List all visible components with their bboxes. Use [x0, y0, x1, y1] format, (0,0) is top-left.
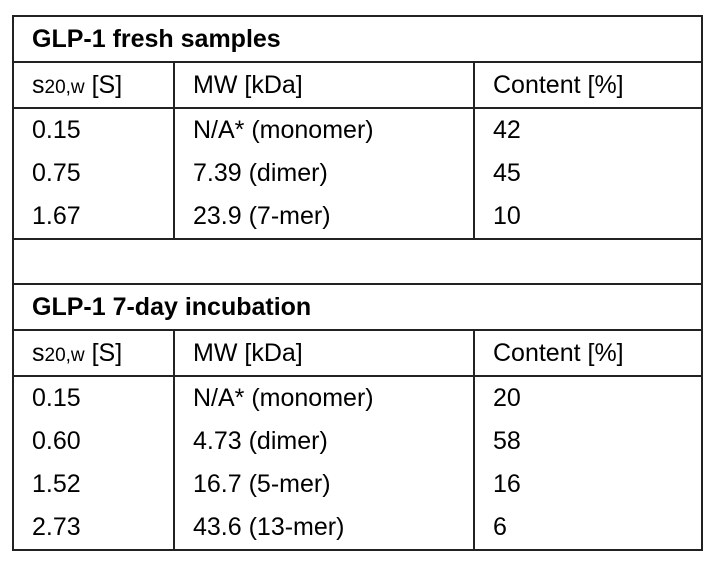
data-table: GLP-1 fresh samples s20,w [S] MW [kDa] Cont…: [12, 15, 703, 551]
table-row: 2.73 43.6 (13-mer) 6: [12, 506, 703, 551]
cell-mw: 23.9 (7-mer): [173, 195, 475, 239]
cell-content: 58: [473, 420, 703, 463]
header-sedimentation: s20,w [S]: [12, 330, 175, 377]
cell-s: 2.73: [12, 506, 175, 551]
table-row: 0.15 N/A* (monomer) 20: [12, 376, 703, 420]
empty-cell: [12, 238, 703, 284]
table-row: 0.15 N/A* (monomer) 42: [12, 108, 703, 152]
cell-mw: 43.6 (13-mer): [173, 506, 475, 551]
section-title-row: GLP-1 7-day incubation: [12, 283, 703, 331]
cell-s: 1.67: [12, 195, 175, 239]
cell-mw: 16.7 (5-mer): [173, 463, 475, 506]
cell-s: 0.75: [12, 152, 175, 195]
header-mw: MW [kDa]: [173, 330, 475, 377]
cell-mw: N/A* (monomer): [173, 376, 475, 420]
cell-content: 16: [473, 463, 703, 506]
section-title-row: GLP-1 fresh samples: [12, 15, 703, 63]
cell-content: 20: [473, 376, 703, 420]
header-content: Content [%]: [473, 62, 703, 109]
cell-s: 0.15: [12, 108, 175, 152]
s-base: s: [32, 70, 45, 99]
section-title: GLP-1 7-day incubation: [12, 283, 703, 331]
cell-mw: N/A* (monomer): [173, 108, 475, 152]
s-subscript: 20,w: [44, 344, 85, 366]
cell-content: 6: [473, 506, 703, 551]
spacer-row: [12, 238, 703, 284]
table-row: 0.75 7.39 (dimer) 45: [12, 152, 703, 195]
cell-s: 1.52: [12, 463, 175, 506]
header-mw: MW [kDa]: [173, 62, 475, 109]
table-row: 1.52 16.7 (5-mer) 16: [12, 463, 703, 506]
header-row: s20,w [S] MW [kDa] Content [%]: [12, 62, 703, 109]
header-content: Content [%]: [473, 330, 703, 377]
cell-content: 45: [473, 152, 703, 195]
s-unit: [S]: [84, 70, 123, 99]
header-sedimentation: s20,w [S]: [12, 62, 175, 109]
s-base: s: [32, 338, 45, 367]
header-row: s20,w [S] MW [kDa] Content [%]: [12, 330, 703, 377]
cell-content: 10: [473, 195, 703, 239]
table-row: 1.67 23.9 (7-mer) 10: [12, 195, 703, 239]
cell-mw: 4.73 (dimer): [173, 420, 475, 463]
s-unit: [S]: [84, 338, 123, 367]
cell-content: 42: [473, 108, 703, 152]
section-title: GLP-1 fresh samples: [12, 15, 703, 63]
s-subscript: 20,w: [44, 76, 85, 98]
cell-s: 0.60: [12, 420, 175, 463]
cell-mw: 7.39 (dimer): [173, 152, 475, 195]
cell-s: 0.15: [12, 376, 175, 420]
table-row: 0.60 4.73 (dimer) 58: [12, 420, 703, 463]
